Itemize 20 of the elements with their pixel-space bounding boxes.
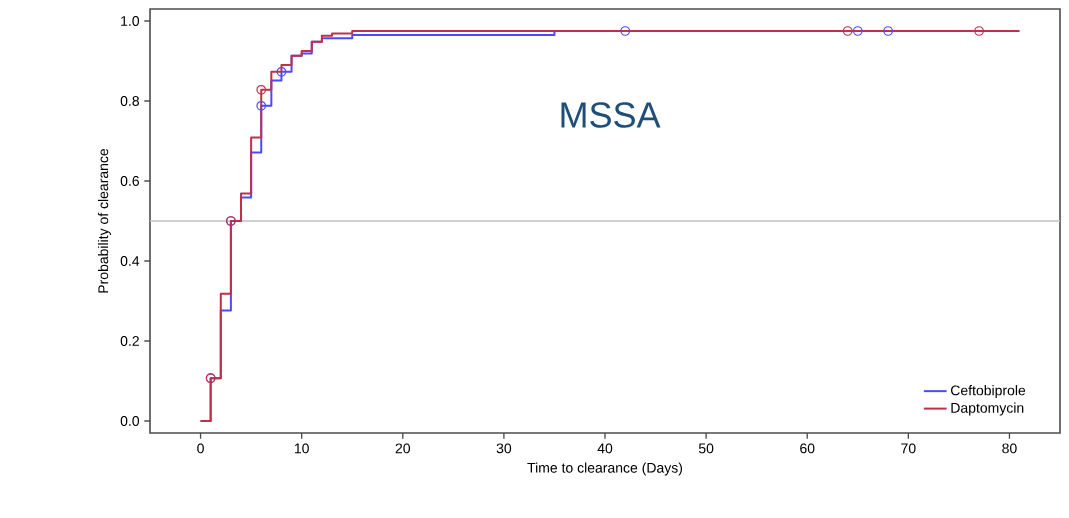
- x-axis-title: Time to clearance (Days): [527, 462, 683, 476]
- legend-label: Ceftobiprole: [951, 385, 1026, 399]
- y-tick-label: 1.0: [121, 16, 140, 26]
- x-tick-label: 10: [294, 443, 309, 454]
- x-tick-label: 40: [597, 443, 613, 454]
- y-tick-label: 0.0: [120, 416, 140, 426]
- x-tick-label: 50: [698, 443, 714, 454]
- x-tick-label: 30: [496, 443, 512, 454]
- x-tick-label: 60: [800, 443, 815, 454]
- x-tick-label: 0: [197, 443, 204, 454]
- x-tick-label: 20: [395, 443, 411, 454]
- x-tick-label: 80: [1002, 443, 1017, 454]
- y-axis-title: Probability of clearance: [97, 148, 111, 293]
- y-tick-label: 0.4: [120, 256, 140, 266]
- y-tick-label: 0.6: [120, 176, 139, 186]
- y-tick-label: 0.2: [120, 336, 139, 346]
- y-tick-label: 0.8: [120, 96, 139, 106]
- annotation: MSSA: [561, 102, 661, 128]
- x-tick-label: 70: [901, 443, 916, 454]
- legend-label: Daptomycin: [951, 402, 1024, 416]
